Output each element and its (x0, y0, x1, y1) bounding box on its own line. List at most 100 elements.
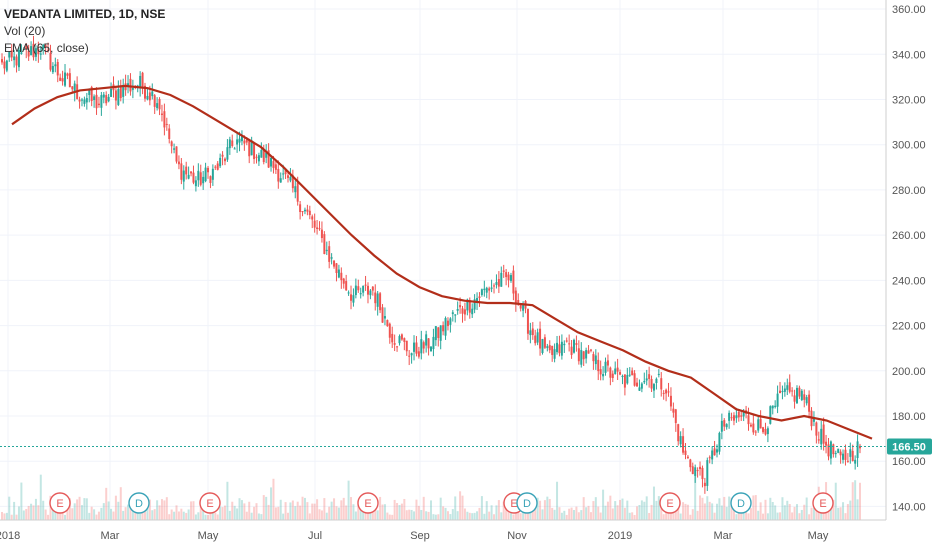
candle[interactable] (451, 310, 454, 322)
candle[interactable] (177, 155, 180, 170)
candle[interactable] (446, 317, 449, 331)
candle[interactable] (534, 329, 537, 346)
candle[interactable] (255, 154, 258, 164)
candles[interactable] (1, 35, 861, 494)
candle[interactable] (684, 443, 687, 460)
candle[interactable] (592, 351, 595, 370)
candle[interactable] (323, 231, 326, 255)
candle[interactable] (354, 278, 357, 299)
candle[interactable] (526, 308, 529, 340)
candle[interactable] (495, 274, 498, 289)
candle[interactable] (427, 338, 430, 356)
candle[interactable] (294, 180, 297, 199)
candle[interactable] (359, 287, 362, 299)
candle[interactable] (141, 71, 144, 95)
candle[interactable] (71, 86, 74, 93)
candle[interactable] (648, 366, 651, 388)
candle[interactable] (473, 294, 476, 314)
candle[interactable] (64, 64, 67, 88)
candle[interactable] (815, 421, 818, 444)
candle[interactable] (311, 214, 314, 229)
candle[interactable] (621, 374, 624, 385)
candle[interactable] (720, 413, 723, 440)
candle[interactable] (580, 342, 583, 368)
candle[interactable] (151, 83, 154, 100)
candle[interactable] (822, 417, 825, 451)
candle[interactable] (5, 59, 8, 73)
candle[interactable] (374, 284, 377, 311)
candle[interactable] (614, 361, 617, 375)
candle[interactable] (371, 286, 374, 296)
candle[interactable] (119, 79, 122, 102)
candle[interactable] (386, 319, 389, 327)
candle[interactable] (713, 440, 716, 456)
candle[interactable] (270, 157, 273, 172)
candle[interactable] (682, 428, 685, 455)
candle[interactable] (493, 283, 496, 294)
candle[interactable] (39, 46, 42, 60)
candle[interactable] (505, 269, 508, 286)
candle[interactable] (54, 57, 57, 73)
candle[interactable] (32, 35, 35, 61)
candle[interactable] (766, 426, 769, 443)
candle[interactable] (747, 407, 750, 431)
candle[interactable] (221, 151, 224, 166)
candle[interactable] (531, 322, 534, 340)
candle[interactable] (679, 431, 682, 448)
candle[interactable] (34, 45, 37, 62)
candle[interactable] (328, 240, 331, 269)
candle[interactable] (49, 44, 52, 72)
candle[interactable] (250, 136, 253, 156)
candle[interactable] (650, 375, 653, 393)
candle[interactable] (548, 340, 551, 354)
candle[interactable] (17, 46, 20, 72)
candle[interactable] (379, 291, 382, 314)
candle[interactable] (759, 410, 762, 429)
candle[interactable] (190, 171, 193, 177)
candle[interactable] (400, 333, 403, 341)
candle[interactable] (616, 358, 619, 380)
candle[interactable] (345, 274, 348, 291)
candle[interactable] (405, 340, 408, 356)
candle[interactable] (597, 352, 600, 381)
candle[interactable] (366, 282, 369, 304)
candle[interactable] (364, 275, 367, 291)
candle[interactable] (425, 330, 428, 353)
candle[interactable] (330, 253, 333, 265)
candle[interactable] (110, 82, 113, 97)
candle[interactable] (652, 382, 655, 398)
candle[interactable] (471, 303, 474, 318)
candle[interactable] (437, 326, 440, 347)
candle[interactable] (628, 367, 631, 377)
candle[interactable] (37, 41, 40, 63)
candle[interactable] (274, 161, 277, 175)
candle[interactable] (107, 93, 110, 103)
candle[interactable] (352, 288, 355, 307)
candle[interactable] (25, 43, 28, 59)
candle[interactable] (703, 477, 706, 494)
candle[interactable] (708, 455, 711, 464)
candle[interactable] (408, 350, 411, 366)
candle[interactable] (570, 339, 573, 359)
candle[interactable] (497, 271, 500, 294)
candle[interactable] (774, 400, 777, 409)
candle[interactable] (706, 457, 709, 492)
candle[interactable] (279, 172, 282, 183)
candle[interactable] (694, 464, 697, 483)
candle[interactable] (231, 134, 234, 148)
candle[interactable] (560, 334, 563, 360)
candle[interactable] (757, 416, 760, 433)
candle[interactable] (633, 370, 636, 387)
candle[interactable] (114, 86, 117, 110)
candle[interactable] (800, 389, 803, 402)
candle[interactable] (585, 347, 588, 364)
candle[interactable] (602, 366, 605, 381)
candle[interactable] (454, 314, 457, 323)
candle[interactable] (403, 337, 406, 351)
candle[interactable] (199, 164, 202, 187)
candle[interactable] (575, 335, 578, 352)
candle[interactable] (88, 88, 91, 103)
